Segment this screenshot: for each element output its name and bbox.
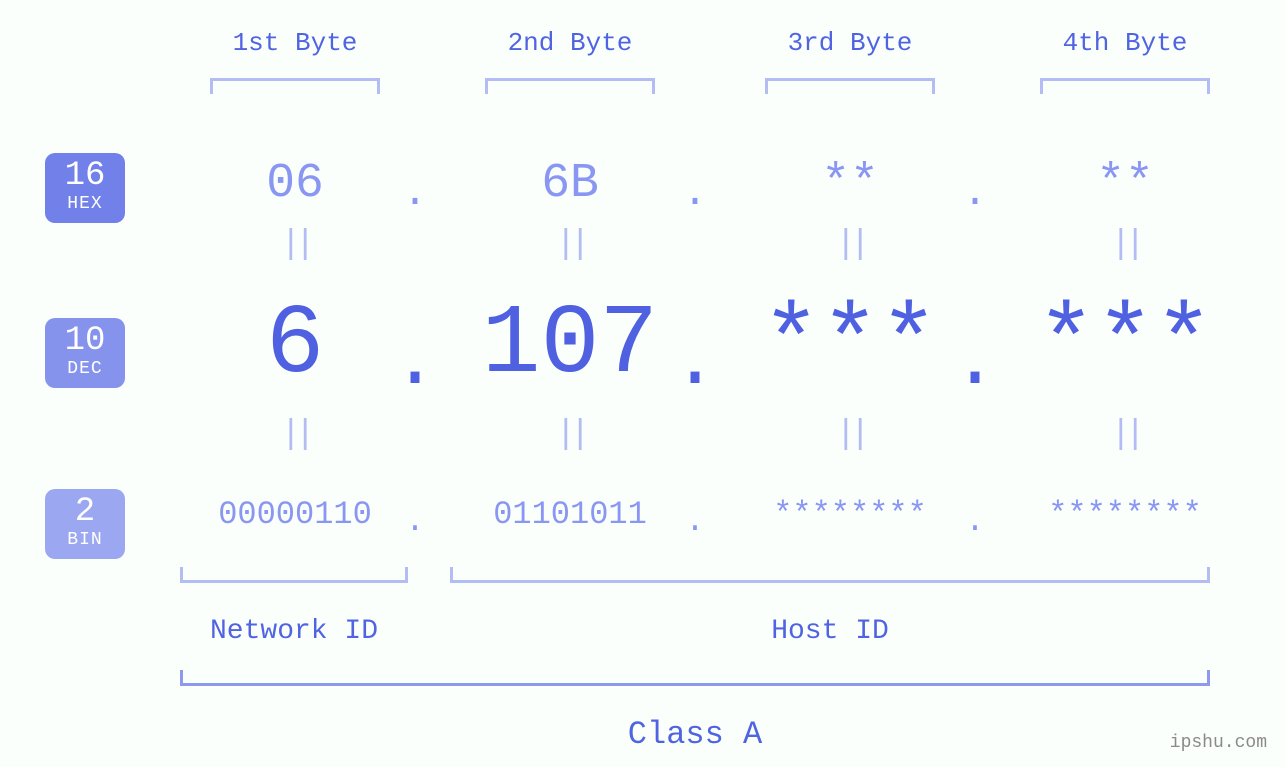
equals-icon: || xyxy=(820,228,880,262)
equals-icon: || xyxy=(265,228,325,262)
bin-separator: . xyxy=(665,506,725,538)
class-label: Class A xyxy=(180,716,1210,753)
equals-icon: || xyxy=(540,418,600,452)
hex-value: ** xyxy=(730,160,970,208)
badge-hex: 16HEX xyxy=(45,153,125,223)
badge-bin: 2BIN xyxy=(45,489,125,559)
badge-dec: 10DEC xyxy=(45,318,125,388)
class-bracket xyxy=(180,670,1210,686)
watermark: ipshu.com xyxy=(1170,733,1267,753)
hex-separator: . xyxy=(945,172,1005,214)
byte-header-label: 4th Byte xyxy=(1005,28,1245,58)
dec-value: *** xyxy=(720,297,980,395)
bin-separator: . xyxy=(385,506,445,538)
bin-value: 01101011 xyxy=(440,499,700,531)
byte-header-bracket xyxy=(485,78,655,94)
equals-icon: || xyxy=(820,418,880,452)
equals-icon: || xyxy=(540,228,600,262)
equals-icon: || xyxy=(1095,228,1155,262)
equals-icon: || xyxy=(265,418,325,452)
badge-hex-lbl: HEX xyxy=(45,195,125,215)
dec-separator: . xyxy=(385,324,445,402)
bin-value: ******** xyxy=(995,499,1255,531)
bin-separator: . xyxy=(945,506,1005,538)
badge-dec-lbl: DEC xyxy=(45,360,125,380)
network-id-bracket xyxy=(180,567,408,583)
network-id-label: Network ID xyxy=(180,616,408,647)
hex-value: ** xyxy=(1005,160,1245,208)
byte-header-bracket xyxy=(765,78,935,94)
dec-value: 107 xyxy=(440,297,700,395)
dec-value: *** xyxy=(995,297,1255,395)
byte-header-bracket xyxy=(210,78,380,94)
byte-header-label: 1st Byte xyxy=(175,28,415,58)
hex-value: 06 xyxy=(175,160,415,208)
hex-separator: . xyxy=(385,172,445,214)
hex-separator: . xyxy=(665,172,725,214)
bin-value: ******** xyxy=(720,499,980,531)
badge-bin-num: 2 xyxy=(45,495,125,529)
byte-header-bracket xyxy=(1040,78,1210,94)
byte-header-label: 3rd Byte xyxy=(730,28,970,58)
badge-bin-lbl: BIN xyxy=(45,531,125,551)
dec-separator: . xyxy=(665,324,725,402)
host-id-bracket xyxy=(450,567,1210,583)
badge-dec-num: 10 xyxy=(45,324,125,358)
dec-separator: . xyxy=(945,324,1005,402)
equals-icon: || xyxy=(1095,418,1155,452)
badge-hex-num: 16 xyxy=(45,159,125,193)
byte-header-label: 2nd Byte xyxy=(450,28,690,58)
host-id-label: Host ID xyxy=(450,616,1210,647)
hex-value: 6B xyxy=(450,160,690,208)
